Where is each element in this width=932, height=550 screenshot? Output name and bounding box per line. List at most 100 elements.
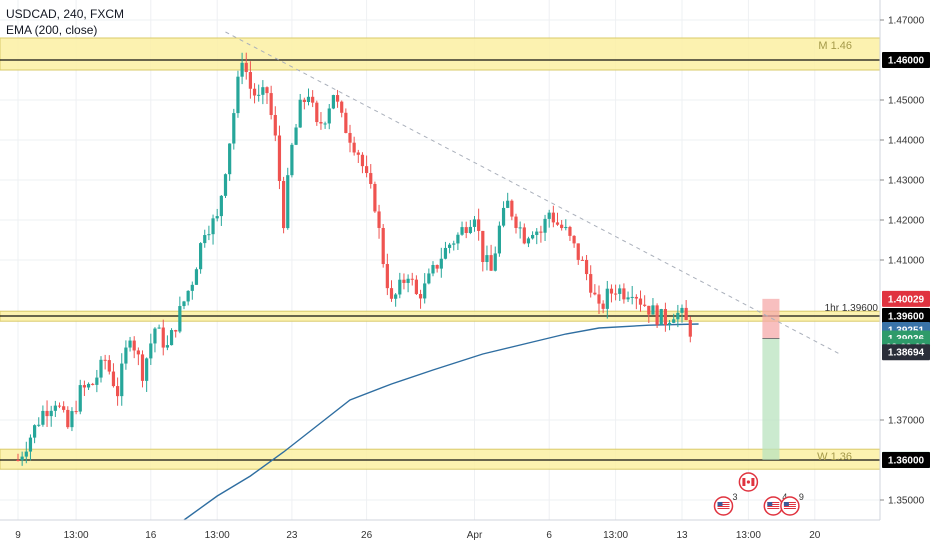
candle-body — [593, 292, 597, 295]
candle-body — [651, 305, 655, 315]
candle-body — [406, 278, 410, 283]
time-tick-label: 26 — [361, 530, 373, 541]
candle-body — [369, 173, 373, 184]
candle-body — [672, 319, 676, 323]
candle-body — [481, 230, 485, 262]
candle-body — [423, 283, 427, 299]
candle-body — [120, 363, 124, 397]
candle-body — [282, 181, 286, 229]
candle-body — [385, 264, 389, 289]
candle-body — [169, 330, 174, 346]
candle-body — [269, 93, 273, 116]
time-tick-label: 13 — [676, 530, 688, 541]
time-tick-label: 23 — [286, 530, 298, 541]
flag-stripe — [767, 506, 780, 507]
candle-body — [265, 87, 269, 94]
symbol-title[interactable]: USDCAD, 240, FXCM — [6, 7, 125, 21]
candle-body — [377, 211, 381, 228]
candle-body — [277, 135, 282, 182]
candle-body — [389, 288, 394, 299]
candle-body — [86, 383, 91, 388]
candles — [16, 52, 692, 466]
candle-body — [580, 259, 584, 261]
flag-leaf — [746, 480, 751, 484]
candle-body — [190, 284, 194, 291]
time-tick-label: 13:00 — [603, 530, 628, 541]
candle-body — [584, 259, 589, 275]
candle-body — [70, 411, 74, 428]
candle-body — [493, 253, 497, 271]
candle-body — [186, 290, 190, 302]
candle-body — [290, 144, 294, 176]
candle-body — [551, 212, 555, 223]
support-resistance-zones: M 1.46 W 1.36 1hr 1.39600 — [0, 37, 881, 470]
candle-body — [306, 96, 311, 102]
candle-body — [531, 234, 535, 239]
candle-body — [244, 62, 248, 73]
candle-body — [539, 231, 543, 233]
trendline — [225, 31, 840, 355]
candle-body — [360, 154, 365, 167]
candle-body — [597, 294, 601, 304]
candle-body — [37, 424, 41, 426]
candle-body — [448, 244, 452, 248]
candle-body — [116, 386, 120, 397]
candle-body — [203, 235, 207, 244]
candle-body — [506, 200, 510, 208]
indicator-title[interactable]: EMA (200, close) — [6, 23, 98, 37]
zone-band — [0, 448, 881, 470]
event-count: 4 — [782, 492, 787, 502]
candle-body — [223, 174, 228, 196]
candle-body — [49, 410, 53, 417]
candle-body — [62, 406, 66, 410]
candle-body — [418, 294, 423, 299]
zone-band — [0, 37, 881, 71]
time-tick-label: 20 — [809, 530, 821, 541]
candle-body — [82, 385, 86, 388]
economic-events[interactable]: 3 4 9 — [713, 472, 804, 516]
time-axis[interactable]: 9 13:00 16 13:00 23 26 Apr 6 13:00 13 13:00 20 — [0, 519, 880, 541]
candle-body — [20, 456, 24, 461]
candle-body — [526, 238, 531, 244]
candle-body — [381, 227, 385, 265]
candle-body — [630, 296, 634, 298]
candle-body — [560, 224, 564, 229]
candle-body — [207, 234, 211, 236]
candle-body — [398, 279, 402, 295]
time-tick-label: 6 — [546, 530, 552, 541]
candle-body — [107, 360, 111, 372]
flag-stripe — [783, 508, 796, 509]
price-axis[interactable]: 1.47000 1.45000 1.44000 1.43000 1.42000 1.410… — [879, 0, 932, 550]
flag-bar — [751, 478, 755, 486]
price-tick-label: 1.42000 — [888, 216, 925, 227]
candle-body — [684, 307, 688, 321]
candle-body — [149, 343, 153, 359]
time-tick-label: 9 — [15, 530, 21, 541]
time-tick-label: 16 — [145, 530, 157, 541]
trendline-group[interactable] — [225, 31, 840, 355]
time-tick-label: Apr — [467, 530, 483, 541]
price-tick-label: 1.41000 — [888, 256, 925, 267]
time-tick-label: 13:00 — [205, 530, 230, 541]
candle-body — [568, 226, 572, 236]
candle-body — [614, 293, 618, 295]
candle-body — [78, 385, 82, 412]
candle-body — [460, 227, 464, 235]
zone-label: M 1.46 — [818, 40, 852, 52]
price-tag-label: 1.38694 — [888, 348, 925, 359]
candle-body — [410, 278, 414, 280]
short-position-tool[interactable] — [762, 298, 780, 460]
price-tag-bg — [882, 290, 930, 307]
candle-body — [464, 227, 468, 233]
candle-body — [157, 327, 161, 329]
candle-body — [33, 425, 37, 438]
candle-body — [145, 358, 149, 381]
candle-body — [618, 288, 622, 294]
flag-stripe — [717, 506, 730, 507]
candle-body — [124, 347, 128, 364]
candle-body — [472, 219, 477, 227]
flag-stripe — [767, 508, 780, 509]
candle-body — [609, 288, 614, 294]
